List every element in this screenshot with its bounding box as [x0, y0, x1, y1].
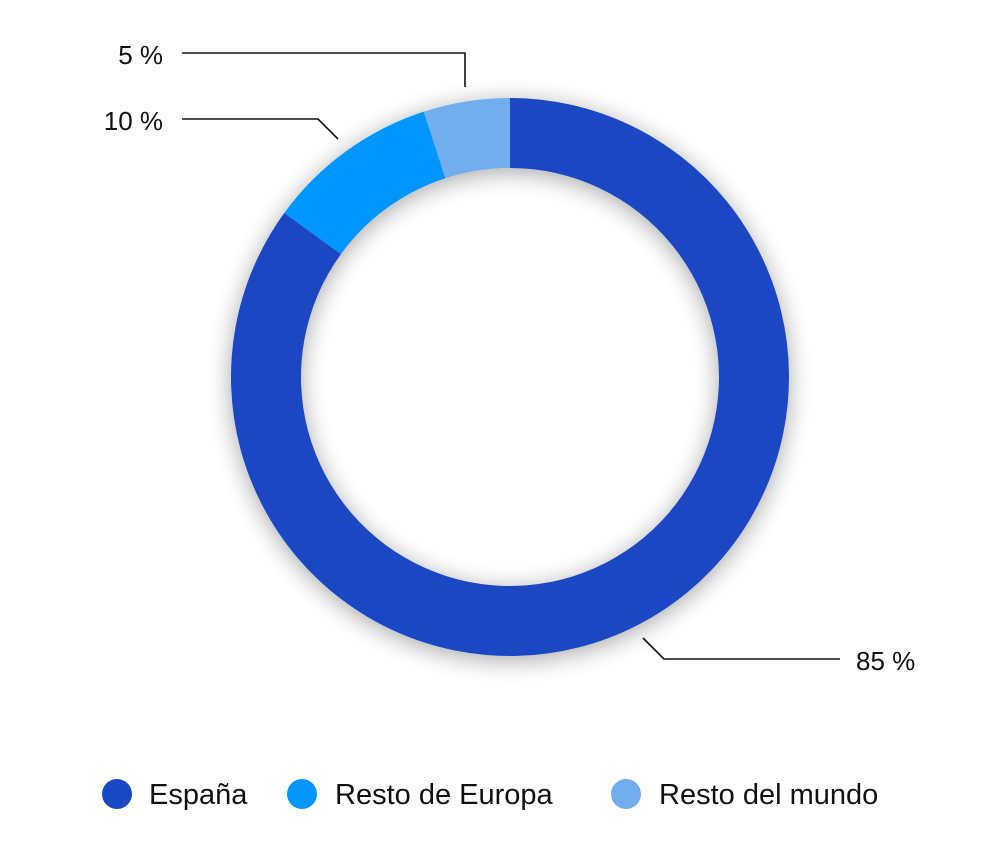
- leader-line-espana: [642, 637, 840, 660]
- leader-line-resto-europa: [182, 118, 339, 140]
- slice-resto-europa: [284, 111, 446, 255]
- legend-label-resto-europa: Resto de Europa: [335, 779, 554, 811]
- slice-resto-mundo: [423, 98, 510, 179]
- legend: España Resto de Europa Resto del mundo: [102, 779, 878, 811]
- legend-label-espana: España: [149, 779, 248, 811]
- legend-label-resto-mundo: Resto del mundo: [659, 779, 878, 811]
- data-label-resto-mundo: 5 %: [118, 40, 163, 70]
- donut-slices: [230, 98, 790, 656]
- legend-item-espana: España: [102, 779, 248, 811]
- leader-line-resto-mundo: [182, 52, 466, 87]
- legend-swatch-resto-europa: [287, 779, 317, 809]
- legend-swatch-resto-mundo: [611, 779, 641, 809]
- legend-item-resto-mundo: Resto del mundo: [611, 779, 878, 811]
- data-label-espana: 85 %: [856, 646, 915, 676]
- data-label-resto-europa: 10 %: [104, 106, 163, 136]
- legend-item-resto-europa: Resto de Europa: [287, 779, 554, 811]
- legend-swatch-espana: [102, 779, 132, 809]
